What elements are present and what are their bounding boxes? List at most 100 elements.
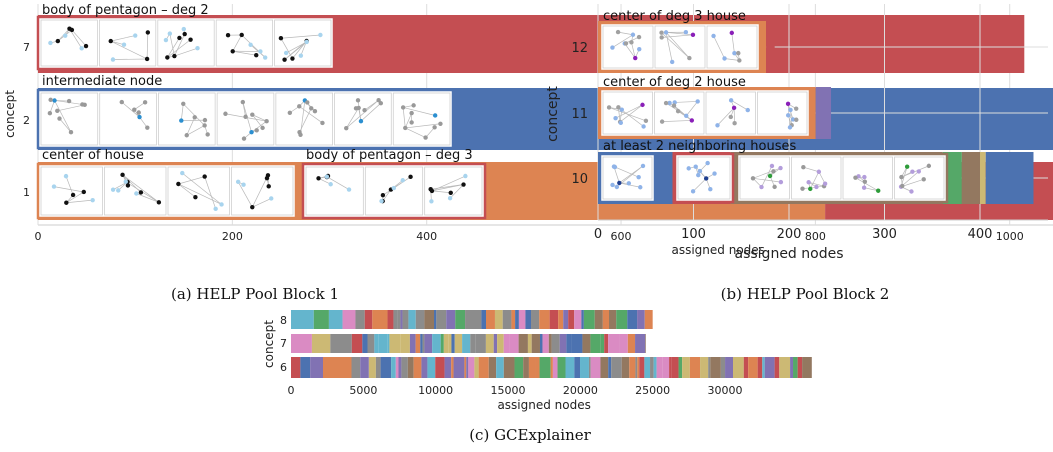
subgraph-node [641,124,646,129]
subgraph-node [324,174,330,179]
subgraph-node [822,181,828,186]
bar-segment [503,357,515,378]
bar-segment [535,357,540,378]
bar-segment [559,334,567,353]
subgraph-node [79,46,84,51]
subgraph-node [138,190,144,195]
subgraph-node [690,189,696,194]
subgraph-edge [167,37,180,58]
bar-segment [511,310,516,329]
subgraph-node [167,31,173,36]
bar-segment [464,357,467,378]
subgraph-node [610,182,615,188]
subgraph-edge [204,176,216,209]
subgraph-thumbnail [305,166,364,216]
subgraph-edge [232,50,257,56]
bar-segment [797,357,803,378]
subgraph-node [230,49,235,54]
subgraph-node [391,185,397,191]
bar-segment [493,334,498,353]
subgraph-edge [65,176,74,196]
subgraph-node [239,32,244,38]
x-axis-label: assigned nodes [671,243,764,257]
subgraph-edge [167,39,191,58]
bar-segment [621,357,630,378]
concept-annotation: center of deg 3 house [603,9,746,24]
bar-segment [527,334,532,353]
subgraph-edge [808,181,825,187]
subgraph-node [380,192,386,198]
subgraph-node [409,120,414,125]
subgraph-node [669,59,675,65]
subgraph-node [262,55,268,60]
subgraph-edge [809,171,820,190]
subgraph-edge [431,190,451,194]
x-axis-label: assigned nodes [497,398,590,412]
subgraph-edge [403,107,436,116]
bar-segment [600,334,605,353]
bar-segment [637,310,645,329]
subgraph-node [51,184,57,189]
subgraph-edge [174,47,198,57]
caption-b: (b) HELP Pool Block 2 [721,285,890,303]
subgraph-edge [900,171,920,188]
subgraph-node [409,110,414,116]
bar-segment [515,310,519,329]
x-tick-label: 200 [222,230,243,243]
subgraph-node [264,175,270,181]
subgraph-node [213,206,218,212]
subgraph-edge [733,107,735,124]
subgraph-edge [180,103,184,121]
subgraph-thumbnail [739,156,790,200]
bar-segment [427,357,436,378]
subgraph-edge [730,100,748,111]
bar-segment [580,357,589,378]
subgraph-node [316,176,321,181]
subgraph-node [659,35,664,40]
subgraph-node [379,198,384,204]
subgraph-edge [803,166,819,173]
y-tick-label: 10 [571,172,588,187]
bar-segment [600,357,609,378]
subgraph-thumbnail [842,156,893,200]
subgraph-node [759,184,764,190]
bar-segment [531,310,540,329]
subgraph-node [926,163,932,169]
subgraph-node [619,107,624,112]
subgraph-node [862,174,867,180]
bar-segment [689,357,701,378]
subgraph-node [732,121,737,126]
bar-segment [539,357,551,378]
subgraph-node [48,40,53,46]
bar-segment [496,357,504,378]
subgraph-node [715,123,720,128]
bar-segment [389,334,401,353]
subgraph-node [195,45,200,51]
bar-segment [446,310,456,329]
subgraph-edge [360,102,382,122]
subgraph-thumbnail [791,156,842,200]
subgraph-node [137,114,142,120]
subgraph-edge [855,177,879,192]
bar-segment [650,357,654,378]
subgraph-edge [57,104,85,112]
subgraph-node [254,52,259,58]
subgraph-node [63,33,68,38]
bar-segment [549,310,559,329]
subgraph-node [133,33,138,38]
subgraph-edge [284,41,307,60]
bar-segment [662,357,670,378]
subgraph-node [910,169,915,174]
subgraph-node [684,113,689,119]
subgraph-node [643,118,649,124]
bar-segment [550,357,553,378]
subgraph-edge [618,31,634,36]
subgraph-node [618,120,623,126]
subgraph-node [610,45,615,50]
bar-segment [291,310,314,329]
subgraph-node [192,115,197,120]
bar-segment [557,357,566,378]
subgraph-node [461,182,466,187]
y-tick-label: 7 [280,337,287,350]
